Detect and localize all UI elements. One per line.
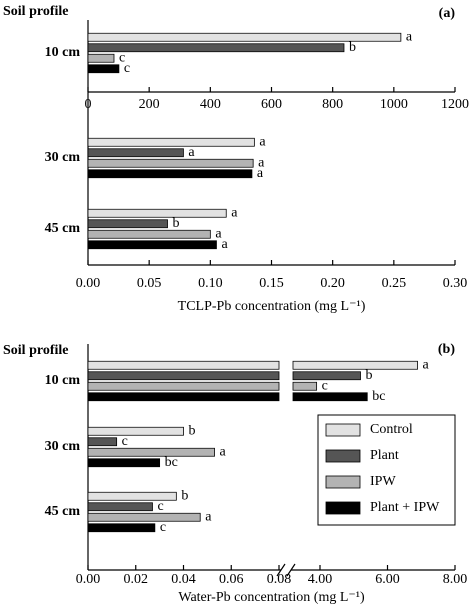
x-tick-label: 0.10	[198, 276, 223, 291]
x2-tick-label: 1000	[380, 97, 408, 112]
x-tick-label: 0.05	[137, 276, 162, 291]
bar	[87, 447, 215, 457]
axis-break	[286, 563, 296, 577]
bar	[87, 458, 161, 468]
bar	[87, 229, 211, 239]
significance-letter: c	[124, 61, 130, 76]
panel-label: (a)	[439, 6, 456, 21]
bar	[87, 371, 361, 381]
x2-tick-label: 8.00	[443, 572, 468, 587]
bar	[87, 148, 184, 158]
significance-letter: a	[423, 357, 430, 372]
significance-letter: c	[122, 434, 128, 449]
significance-letter: b	[173, 216, 180, 231]
legend-label: IPW	[370, 474, 396, 489]
x-tick-label: 0.02	[124, 572, 149, 587]
bar	[87, 502, 153, 512]
significance-letter: c	[157, 499, 163, 514]
significance-letter: c	[119, 50, 125, 65]
y-axis-title: Soil profile	[3, 343, 68, 358]
x-tick-label: 0.00	[76, 572, 101, 587]
bar	[87, 64, 120, 74]
x-tick-label: 0.06	[219, 572, 244, 587]
bar	[87, 137, 255, 147]
bar	[87, 32, 402, 42]
x2-tick-label: 200	[139, 97, 160, 112]
x-axis-title: TCLP-Pb concentration (mg L⁻¹)	[178, 299, 366, 314]
legend-swatch	[325, 475, 361, 489]
bar	[87, 491, 177, 501]
x-tick-label: 0.00	[76, 276, 101, 291]
bar	[87, 523, 156, 533]
bar	[87, 219, 168, 229]
bar	[87, 43, 345, 53]
x2-tick-label: 1200	[441, 97, 469, 112]
bar	[87, 169, 253, 179]
significance-letter: b	[349, 40, 356, 55]
x-tick-label: 0.08	[267, 572, 292, 587]
significance-letter: a	[205, 509, 212, 524]
x2-tick-label: 800	[322, 97, 343, 112]
significance-letter: a	[188, 145, 195, 160]
bar	[87, 240, 217, 250]
x-tick-label: 0.15	[259, 276, 284, 291]
x2-tick-label: 400	[200, 97, 221, 112]
y-axis-title: Soil profile	[3, 4, 68, 19]
panel-label: (b)	[438, 342, 455, 357]
x-tick-label: 0.25	[382, 276, 407, 291]
legend-swatch	[325, 501, 361, 515]
significance-letter: a	[221, 237, 228, 252]
significance-letter: a	[215, 226, 222, 241]
significance-letter: a	[258, 155, 265, 170]
x2-tick-label: 6.00	[375, 572, 400, 587]
significance-letter: a	[259, 134, 266, 149]
bar	[87, 53, 115, 63]
significance-letter: bc	[165, 455, 178, 470]
significance-letter: b	[366, 368, 373, 383]
bar	[87, 512, 201, 522]
significance-letter: b	[189, 423, 196, 438]
bar	[87, 158, 254, 168]
legend-label: Plant	[370, 448, 399, 463]
bar	[87, 426, 184, 436]
significance-letter: a	[231, 205, 238, 220]
x2-tick-label: 0	[85, 97, 92, 112]
axis-break	[276, 563, 286, 577]
bar	[87, 208, 227, 218]
significance-letter: b	[181, 488, 188, 503]
bar	[87, 392, 368, 402]
category-label: 30 cm	[45, 150, 81, 165]
category-label: 30 cm	[45, 439, 81, 454]
bar	[87, 360, 418, 370]
legend-swatch	[325, 449, 361, 463]
significance-letter: c	[160, 520, 166, 535]
category-label: 45 cm	[45, 504, 81, 519]
significance-letter: a	[257, 166, 264, 181]
significance-letter: a	[220, 444, 227, 459]
category-label: 45 cm	[45, 221, 81, 236]
legend-label: Plant + IPW	[370, 500, 440, 515]
significance-letter: a	[406, 29, 413, 44]
x-tick-label: 0.30	[443, 276, 468, 291]
significance-letter: c	[322, 378, 328, 393]
bar	[87, 437, 118, 447]
x-tick-label: 0.20	[320, 276, 345, 291]
category-label: 10 cm	[45, 373, 81, 388]
legend-swatch	[325, 423, 361, 437]
x2-tick-label: 600	[261, 97, 282, 112]
x-tick-label: 0.04	[171, 572, 196, 587]
bar	[87, 381, 318, 391]
x-axis-title: Water-Pb concentration (mg L⁻¹)	[178, 590, 365, 605]
legend-label: Control	[370, 422, 413, 437]
x2-tick-label: 4.00	[308, 572, 333, 587]
significance-letter: bc	[372, 389, 385, 404]
category-label: 10 cm	[45, 45, 81, 60]
